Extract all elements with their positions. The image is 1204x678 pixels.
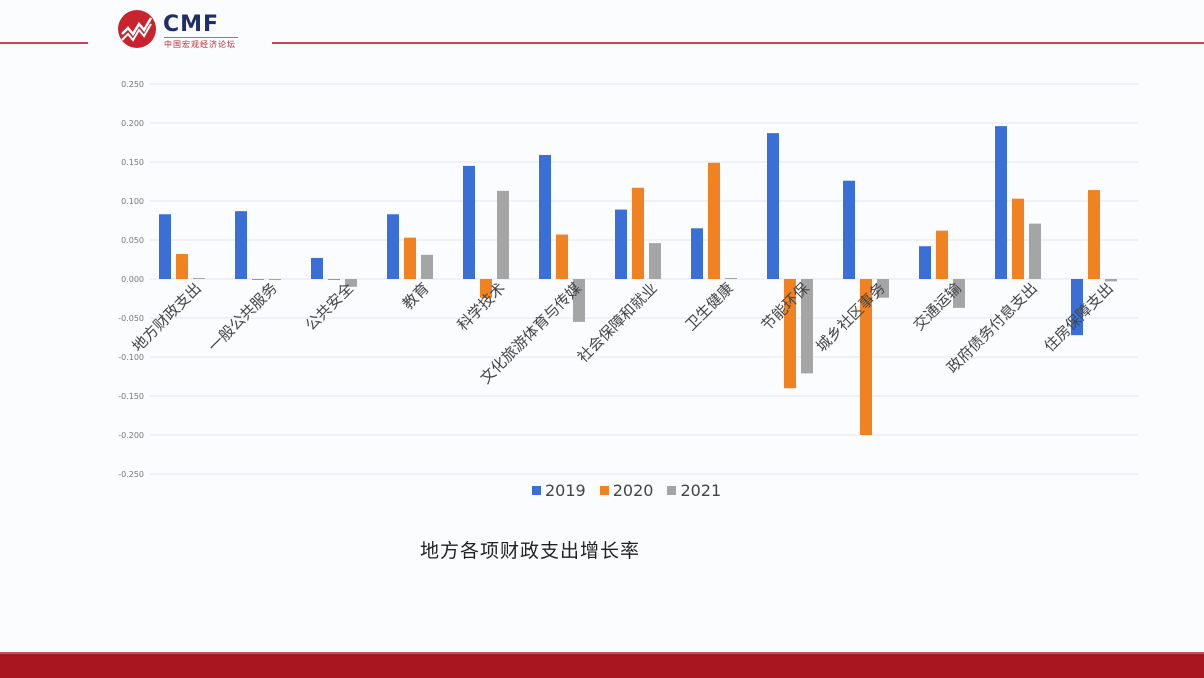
y-tick-label: 0.100 — [121, 197, 144, 206]
bar-2021 — [269, 279, 281, 280]
y-tick-label: 0.000 — [121, 275, 144, 284]
logo-subtitle: 中国宏观经济论坛 — [164, 40, 236, 49]
bar-2020 — [176, 254, 188, 279]
y-tick-label: -0.100 — [118, 353, 144, 362]
bar-2020 — [328, 279, 340, 280]
bar-2021 — [345, 279, 357, 287]
bar-2019 — [539, 154, 551, 279]
legend-label: 2020 — [612, 481, 654, 500]
bar-2021 — [1029, 223, 1041, 279]
bar-2021 — [725, 278, 737, 279]
bar-2020 — [936, 230, 948, 279]
bar-2019 — [235, 211, 247, 279]
bar-2019 — [463, 165, 475, 279]
cmf-logo: CMF 中国宏观经济论坛 — [118, 10, 278, 50]
y-tick-label: 0.050 — [121, 236, 144, 245]
bar-2020 — [252, 279, 264, 280]
legend-swatch — [532, 486, 541, 495]
bar-2021 — [1105, 279, 1117, 282]
bar-2021 — [421, 254, 433, 279]
bar-2020 — [784, 279, 796, 389]
bar-2021 — [877, 279, 889, 298]
bar-2019 — [767, 133, 779, 279]
y-tick-label: -0.250 — [118, 470, 144, 479]
bar-2019 — [387, 214, 399, 279]
x-category-label: 卫生健康 — [682, 279, 737, 334]
bar-2019 — [919, 246, 931, 279]
legend-item-2020: 2020 — [599, 481, 654, 500]
bar-2019 — [311, 257, 323, 279]
header-rule-right — [272, 42, 1204, 44]
legend-label: 2019 — [545, 481, 586, 500]
logo-text: CMF — [163, 12, 220, 37]
x-category-label: 一般公共服务 — [204, 279, 280, 355]
bar-2019 — [615, 209, 627, 279]
bar-2019 — [995, 126, 1007, 280]
logo-chart-icon — [118, 10, 156, 48]
legend-label: 2021 — [680, 481, 722, 500]
bar-2020 — [404, 237, 416, 279]
header-rule-left — [0, 42, 88, 44]
x-category-label: 教育 — [399, 279, 433, 313]
footer-bar — [0, 652, 1204, 678]
legend-item-2019: 2019 — [532, 481, 586, 500]
y-tick-label: -0.200 — [118, 431, 144, 440]
bar-2020 — [1012, 198, 1024, 279]
y-tick-label: 0.150 — [121, 158, 144, 167]
logo-divider — [164, 37, 238, 38]
bar-2020 — [1088, 190, 1100, 279]
bar-2020 — [632, 187, 644, 279]
legend-item-2021: 2021 — [667, 481, 721, 500]
bar-2020 — [480, 279, 492, 298]
bar-chart: 0.250 0.200 0.150 0.100 0.050 0.000 -0.050 -0.1… — [118, 80, 1138, 479]
x-category-label: 城乡社区事务 — [812, 279, 888, 355]
bar-2020 — [556, 234, 568, 279]
bar-2021 — [193, 278, 205, 279]
bar-2019 — [843, 180, 855, 279]
y-tick-label: -0.150 — [118, 392, 144, 401]
legend-swatch — [667, 486, 677, 495]
bar-2021 — [953, 279, 965, 308]
bar-2020 — [860, 279, 872, 435]
x-category-label: 社会保障和就业 — [574, 279, 661, 366]
bar-2020 — [708, 162, 720, 279]
legend-swatch — [599, 486, 609, 495]
bar-2021 — [573, 279, 585, 322]
bar-2019 — [1071, 279, 1083, 336]
bar-2021 — [497, 190, 509, 279]
chart-title: 地方各项财政支出增长率 — [419, 540, 640, 562]
bar-2021 — [649, 243, 661, 279]
y-tick-label: 0.200 — [121, 119, 144, 128]
bar-2019 — [159, 214, 171, 279]
bar-2021 — [801, 279, 813, 374]
y-tick-label: -0.050 — [118, 314, 144, 323]
chart-legend: 2019 2020 2021 — [532, 481, 721, 500]
y-tick-label: 0.250 — [121, 80, 144, 89]
x-category-label: 公共安全 — [302, 279, 357, 334]
bar-2019 — [691, 228, 703, 279]
